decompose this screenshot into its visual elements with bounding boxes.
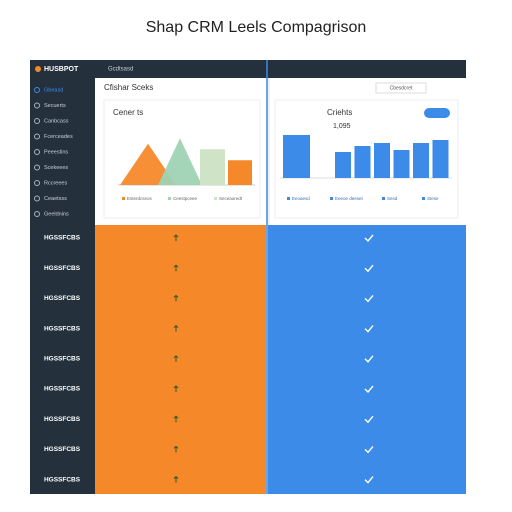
nav-item[interactable]: Gbeasd	[44, 87, 63, 93]
bar	[283, 135, 310, 178]
nav-item[interactable]: Secuerts	[44, 103, 66, 109]
bar	[374, 143, 390, 178]
row-label: HGSSFCBS	[44, 265, 81, 272]
nav-icon[interactable]	[34, 149, 40, 155]
feature-icon	[173, 234, 179, 241]
bar	[413, 143, 429, 178]
bar	[354, 146, 371, 178]
legend-label: Eeoaesd	[292, 196, 310, 201]
chart-title: Criehts	[327, 108, 352, 117]
check-icon	[364, 385, 374, 394]
row-label: HGSSFCBS	[44, 295, 81, 302]
check-icon	[364, 445, 374, 454]
column-a	[95, 225, 266, 494]
bar	[335, 152, 351, 178]
nav-item[interactable]: Fcerceades	[44, 134, 73, 140]
nav-icon[interactable]	[34, 195, 40, 202]
nav-item[interactable]: Canbcass	[44, 118, 69, 124]
nav-icon[interactable]	[34, 211, 40, 217]
nav-item[interactable]: Geeldnins	[44, 211, 69, 217]
row-label: HGSSFCBS	[44, 356, 81, 363]
check-icon	[364, 415, 374, 424]
page-title: Shap CRM Leels Compagrison	[146, 19, 367, 36]
legend-swatch	[422, 197, 425, 200]
check-icon	[364, 234, 374, 243]
sidebar	[30, 60, 95, 494]
legend-label: Ceestpceee	[173, 196, 198, 201]
column-b	[268, 225, 466, 494]
nav-icon[interactable]	[34, 164, 40, 171]
feature-icon	[173, 324, 179, 332]
check-icon	[364, 355, 374, 363]
check-icon	[364, 476, 374, 484]
legend-swatch	[382, 197, 385, 200]
nav-item[interactable]: Scekeees	[44, 165, 68, 171]
row-label: HGSSFCBS	[44, 235, 81, 242]
legend-label: Sesd	[387, 196, 398, 201]
area-mark	[158, 138, 202, 185]
nav-icon[interactable]	[34, 102, 40, 109]
feature-icon	[173, 294, 179, 302]
breadcrumb: Gcdtsasd	[108, 67, 133, 73]
nav-icon[interactable]	[34, 87, 40, 93]
legend-swatch	[122, 197, 125, 200]
feature-icon	[173, 415, 179, 423]
check-icon	[364, 294, 374, 303]
panel-heading: Cfishar Sceks	[104, 83, 153, 92]
row-label: HGSSFCBS	[44, 386, 81, 393]
bar	[228, 160, 252, 185]
row-label: HGSSFCBS	[44, 476, 81, 483]
topbar	[30, 60, 466, 78]
legend-swatch	[330, 197, 333, 200]
bar	[432, 140, 449, 178]
legend-label: Stese	[427, 196, 439, 201]
nav-item[interactable]: Rccreees	[44, 180, 67, 186]
legend-swatch	[214, 197, 217, 200]
feature-icon	[173, 355, 179, 362]
button[interactable]	[375, 82, 427, 94]
chart-subtitle: 1,095	[333, 123, 351, 130]
nav-item[interactable]: Peeestins	[44, 149, 68, 155]
chart-title: Cener ts	[113, 108, 143, 117]
feature-icon	[173, 264, 179, 272]
feature-icon	[173, 445, 179, 453]
nav-icon[interactable]	[34, 180, 40, 186]
nav-item[interactable]: Ceaetsss	[44, 196, 67, 202]
row-label: HGSSFCBS	[44, 325, 81, 332]
legend-swatch	[287, 197, 290, 200]
legend-label: Eeeoe deeset	[335, 196, 364, 201]
brand: HUSBPOT	[44, 66, 79, 73]
legend-label: Seceaoredt	[219, 196, 243, 201]
logo	[35, 66, 41, 72]
row-label: HGSSFCBS	[44, 416, 81, 423]
legend-swatch	[168, 197, 171, 200]
bar	[393, 150, 410, 178]
area-mark	[120, 143, 176, 185]
button-label[interactable]: Cbesdcret	[390, 85, 413, 91]
nav-icon[interactable]	[34, 133, 40, 140]
bar	[200, 149, 225, 185]
nav-icon[interactable]	[34, 118, 40, 124]
feature-icon	[173, 475, 179, 483]
add-button[interactable]	[424, 108, 450, 118]
feature-icon	[173, 385, 179, 392]
check-icon	[364, 264, 374, 273]
row-label: HGSSFCBS	[44, 446, 81, 453]
legend-label: Esterdcseos	[127, 196, 153, 201]
check-icon	[364, 325, 374, 333]
